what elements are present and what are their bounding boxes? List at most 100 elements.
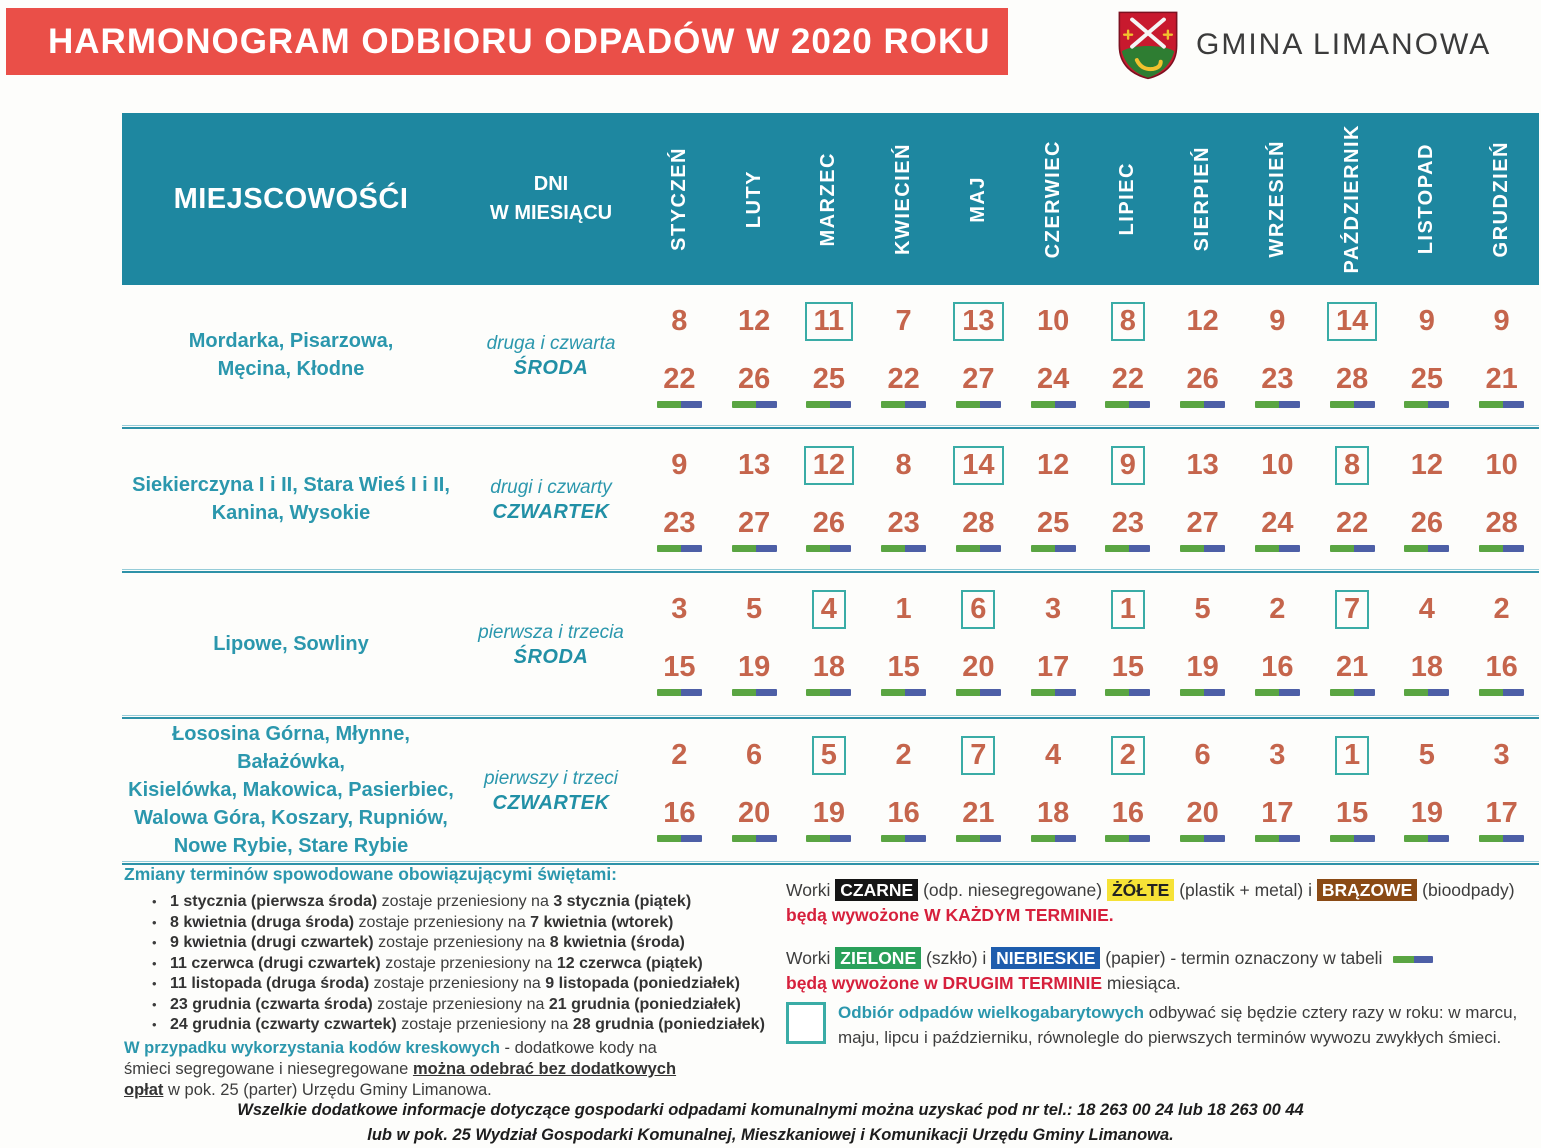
schedule-weekday: CZWARTEK xyxy=(492,791,610,814)
second-term-bar xyxy=(955,545,1001,552)
second-date-slot: 21 xyxy=(1329,651,1375,696)
second-date-slot: 28 xyxy=(1329,363,1375,408)
second-term-bar xyxy=(1105,835,1151,842)
first-date: 10 xyxy=(1485,448,1518,481)
second-date: 27 xyxy=(1186,507,1219,539)
bulky-waste-text: Odbiór odpadów wielkogabarytowych odbywa… xyxy=(838,1000,1541,1050)
original-date: 1 stycznia (pierwsza środa) xyxy=(170,893,378,910)
month-dates-cell: 10 24 xyxy=(1016,285,1091,425)
barcode-note-mid: - dodatkowe kody na śmieci segregowane i… xyxy=(124,1039,657,1078)
month-dates-cell: 4 18 xyxy=(792,573,867,715)
locality-line: Lipowe, Sowliny xyxy=(213,633,369,655)
second-term-bar xyxy=(1254,545,1300,552)
second-term-bar xyxy=(1180,401,1226,408)
second-date: 23 xyxy=(887,507,920,539)
second-term-bar xyxy=(1180,835,1226,842)
first-date-slot: 4 xyxy=(811,579,846,639)
bag-legend-section: Worki CZARNE (odp. niesegregowane) ŻÓŁTE… xyxy=(786,878,1541,1014)
brown-bag-desc: (bioodpady) xyxy=(1422,880,1515,900)
barcode-note-rest: w pok. 25 (parter) Urzędu Gminy Limanowa… xyxy=(168,1081,492,1099)
second-date: 23 xyxy=(663,507,696,539)
table-row: Lipowe, Sowliny pierwsza i trzecia ŚRODA 3 1… xyxy=(122,573,1539,715)
schedule-weekday: ŚRODA xyxy=(513,645,589,668)
first-date-slot: 9 xyxy=(1110,435,1145,495)
second-date: 18 xyxy=(812,651,845,683)
first-date-slot: 12 xyxy=(738,291,770,351)
second-date-slot: 20 xyxy=(1180,797,1226,842)
new-date: 7 kwietnia (wtorek) xyxy=(530,913,674,931)
first-date-bulky-boxed: 12 xyxy=(803,445,854,485)
month-label: WRZESIEŃ xyxy=(1265,140,1288,258)
barcode-note: W przypadku wykorzystania kodów kreskowy… xyxy=(124,1038,689,1101)
first-date-slot: 14 xyxy=(1326,291,1378,351)
second-term-bar xyxy=(806,835,852,842)
second-term-bar xyxy=(1030,689,1076,696)
holiday-change-item: 23 grudnia (czwarta środa) zostaje przen… xyxy=(124,995,784,1016)
month-dates-cell: 3 17 xyxy=(1240,719,1315,861)
first-date: 7 xyxy=(895,304,912,337)
brown-bag-badge: BRĄZOWE xyxy=(1316,879,1418,901)
second-term-bar xyxy=(1404,401,1450,408)
legend-text: Worki xyxy=(786,948,831,968)
first-date: 2 xyxy=(1493,592,1510,625)
month-dates-cell: 12 26 xyxy=(1165,285,1240,425)
contact-note-line2: lub w pok. 25 Wydział Gospodarki Komunal… xyxy=(367,1126,1174,1144)
month-dates-cell: 2 16 xyxy=(1464,573,1539,715)
bulky-waste-rest: odbywać się będzie cztery razy w roku: w… xyxy=(838,1003,1518,1047)
second-term-bar xyxy=(1254,835,1300,842)
second-term-bar xyxy=(1479,689,1525,696)
first-date-bulky-boxed: 14 xyxy=(1326,301,1378,341)
table-row: Łososina Górna, Młynne, Bałażówka, Kisiel… xyxy=(122,719,1539,861)
blue-bag-desc: (papier) - termin oznaczony w tabeli xyxy=(1105,948,1383,968)
month-dates-cell: 12 26 xyxy=(717,285,792,425)
second-date-slot: 22 xyxy=(656,363,702,408)
locality-line: Mordarka, Pisarzowa, xyxy=(188,330,394,352)
month-dates-cell: 7 21 xyxy=(941,719,1016,861)
schedule-frequency: pierwszy i trzeci xyxy=(483,767,619,789)
holiday-changes-section: Zmiany terminów spowodowane obowiązujący… xyxy=(124,864,784,1036)
first-date-slot: 2 xyxy=(1494,579,1510,639)
month-dates-cell: 9 23 xyxy=(1240,285,1315,425)
schedule-table: MIEJSCOWOŚĆI DNI W MIESIĄCU STYCZEŃ LUTY M… xyxy=(122,113,1539,865)
second-date: 16 xyxy=(663,797,696,829)
first-date-bulky-boxed: 7 xyxy=(961,735,996,775)
second-term-bar xyxy=(1479,545,1525,552)
first-date-slot: 14 xyxy=(953,435,1004,495)
first-date-bulky-boxed: 13 xyxy=(953,301,1004,341)
first-date: 3 xyxy=(1269,738,1286,771)
first-date: 12 xyxy=(1410,448,1443,481)
localities-cell: Łososina Górna, Młynne, Bałażówka, Kisiel… xyxy=(122,719,460,861)
month-dates-cell: 5 19 xyxy=(792,719,867,861)
month-dates-cell: 5 19 xyxy=(1390,719,1465,861)
month-dates-cell: 12 26 xyxy=(792,429,867,569)
second-term-bar xyxy=(881,689,927,696)
second-term-bar xyxy=(1404,545,1450,552)
green-bag-badge: ZIELONE xyxy=(835,947,922,969)
first-date-slot: 2 xyxy=(1110,725,1145,785)
legend-conjunction: i xyxy=(982,948,987,968)
first-date-bulky-boxed: 7 xyxy=(1335,589,1370,629)
locality-line: Walowa Góra, Koszary, Rupniów, xyxy=(134,807,448,829)
holiday-changes-heading: Zmiany terminów spowodowane obowiązujący… xyxy=(124,864,618,884)
first-date-slot: 3 xyxy=(1494,725,1510,785)
first-date-slot: 12 xyxy=(1186,291,1218,351)
second-date: 24 xyxy=(1261,507,1294,539)
localities-cell: Mordarka, Pisarzowa, Męcina, Kłodne xyxy=(122,285,460,425)
localities-column-header: MIEJSCOWOŚĆI xyxy=(122,113,460,285)
days-column-header: DNI W MIESIĄCU xyxy=(460,113,642,285)
second-term-bar xyxy=(1254,689,1300,696)
schedule-weekday: CZWARTEK xyxy=(492,500,610,523)
first-date-slot: 6 xyxy=(961,579,996,639)
first-date-slot: 13 xyxy=(1186,435,1218,495)
second-term-bar xyxy=(806,689,852,696)
first-date-slot: 5 xyxy=(1195,579,1211,639)
second-term-bar xyxy=(881,545,927,552)
second-date-slot: 21 xyxy=(1479,363,1525,408)
second-term-bar xyxy=(656,545,702,552)
first-date: 2 xyxy=(671,738,688,771)
second-date: 20 xyxy=(737,797,771,829)
month-header-9: WRZESIEŃ xyxy=(1240,113,1315,285)
first-date-slot: 8 xyxy=(1335,435,1370,495)
second-date: 28 xyxy=(1335,363,1369,395)
